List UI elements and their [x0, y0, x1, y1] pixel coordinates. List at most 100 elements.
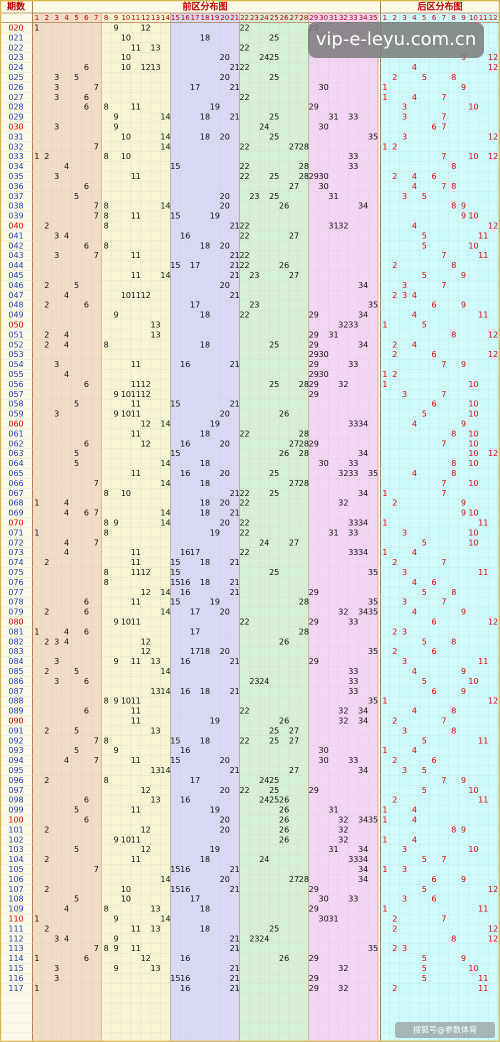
front-number: 32 [338, 320, 348, 329]
front-number: 34 [358, 865, 368, 874]
front-number: 3 [54, 637, 59, 646]
front-number: 25 [269, 73, 279, 82]
front-number: 34 [358, 707, 368, 716]
front-column-number: 21 [230, 14, 239, 22]
front-number: 2 [44, 637, 49, 646]
back-number: 4 [412, 806, 417, 815]
front-number: 6 [84, 954, 89, 963]
front-number: 1 [34, 499, 39, 508]
front-number: 2 [44, 330, 49, 339]
back-column-number: 12 [489, 14, 498, 22]
front-number: 12 [141, 419, 151, 428]
front-number: 6 [84, 93, 89, 102]
period: 116 [8, 974, 23, 983]
front-number: 21 [230, 489, 240, 498]
front-number: 14 [160, 142, 170, 151]
front-number: 25 [269, 736, 279, 745]
back-number: 9 [461, 499, 466, 508]
front-number: 32 [338, 964, 348, 973]
back-number: 9 [461, 202, 466, 211]
front-number: 24 [259, 776, 269, 785]
period: 087 [8, 687, 23, 696]
front-number: 32 [338, 815, 348, 824]
front-number: 17 [190, 261, 200, 270]
front-number: 3 [54, 934, 59, 943]
front-number: 30 [319, 746, 329, 755]
front-number: 5 [74, 726, 79, 735]
back-number: 1 [382, 548, 387, 557]
front-number: 8 [104, 202, 109, 211]
front-number: 11 [131, 380, 141, 389]
front-number: 22 [239, 489, 249, 498]
period: 058 [8, 400, 23, 409]
period: 106 [8, 875, 23, 884]
front-number: 7 [94, 944, 99, 953]
back-number: 8 [451, 459, 456, 468]
back-number: 10 [468, 786, 478, 795]
front-number: 14 [160, 914, 170, 923]
front-number: 22 [239, 23, 249, 32]
front-number: 18 [200, 855, 210, 864]
front-number: 8 [104, 241, 109, 250]
front-number: 16 [180, 548, 190, 557]
back-number: 6 [432, 301, 437, 310]
front-number: 10 [121, 835, 131, 844]
front-number: 23 [249, 677, 259, 686]
front-number: 25 [269, 796, 279, 805]
back-column-number: 9 [461, 14, 465, 22]
back-number: 5 [422, 964, 427, 973]
front-column-number: 8 [104, 14, 108, 22]
back-number: 1 [382, 806, 387, 815]
front-number: 19 [210, 528, 220, 537]
front-number: 26 [279, 410, 289, 419]
front-number: 7 [94, 212, 99, 221]
back-number: 5 [422, 637, 427, 646]
front-number: 17 [190, 776, 200, 785]
back-number: 11 [478, 905, 488, 914]
period: 103 [8, 845, 23, 854]
period: 037 [8, 192, 23, 201]
back-number: 12 [488, 924, 498, 933]
front-number: 11 [131, 756, 141, 765]
front-number: 23 [249, 271, 259, 280]
back-number: 2 [392, 340, 397, 349]
front-column-number: 4 [64, 14, 69, 22]
back-number: 9 [461, 509, 466, 518]
period: 085 [8, 667, 23, 676]
front-number: 22 [239, 528, 249, 537]
front-number: 11 [131, 43, 141, 52]
back-number: 3 [402, 766, 407, 775]
front-number: 3 [54, 231, 59, 240]
back-number: 5 [422, 231, 427, 240]
front-number: 30 [319, 122, 329, 131]
front-number: 8 [104, 518, 109, 527]
front-number: 32 [338, 608, 348, 617]
front-number: 18 [200, 647, 210, 656]
front-number: 29 [309, 311, 319, 320]
front-number: 15 [170, 400, 180, 409]
front-number: 20 [220, 875, 230, 884]
front-number: 34 [358, 855, 368, 864]
front-number: 7 [94, 142, 99, 151]
front-number: 24 [259, 796, 269, 805]
front-number: 6 [84, 301, 89, 310]
front-number: 31 [328, 330, 338, 339]
period: 054 [8, 360, 23, 369]
front-column-number: 2 [45, 14, 49, 22]
back-number: 10 [468, 241, 478, 250]
back-number: 10 [468, 152, 478, 161]
front-number: 15 [170, 162, 180, 171]
back-number: 12 [488, 132, 498, 141]
back-number: 7 [441, 152, 446, 161]
front-number: 2 [44, 776, 49, 785]
period: 031 [8, 132, 23, 141]
period: 025 [8, 73, 23, 82]
front-column-number: 12 [141, 14, 150, 22]
back-number: 6 [432, 687, 437, 696]
back-column-number: 4 [412, 14, 417, 22]
front-number: 3 [54, 122, 59, 131]
front-band [308, 13, 378, 1042]
back-number: 3 [402, 113, 407, 122]
front-number: 16 [180, 578, 190, 587]
front-number: 4 [64, 231, 69, 240]
